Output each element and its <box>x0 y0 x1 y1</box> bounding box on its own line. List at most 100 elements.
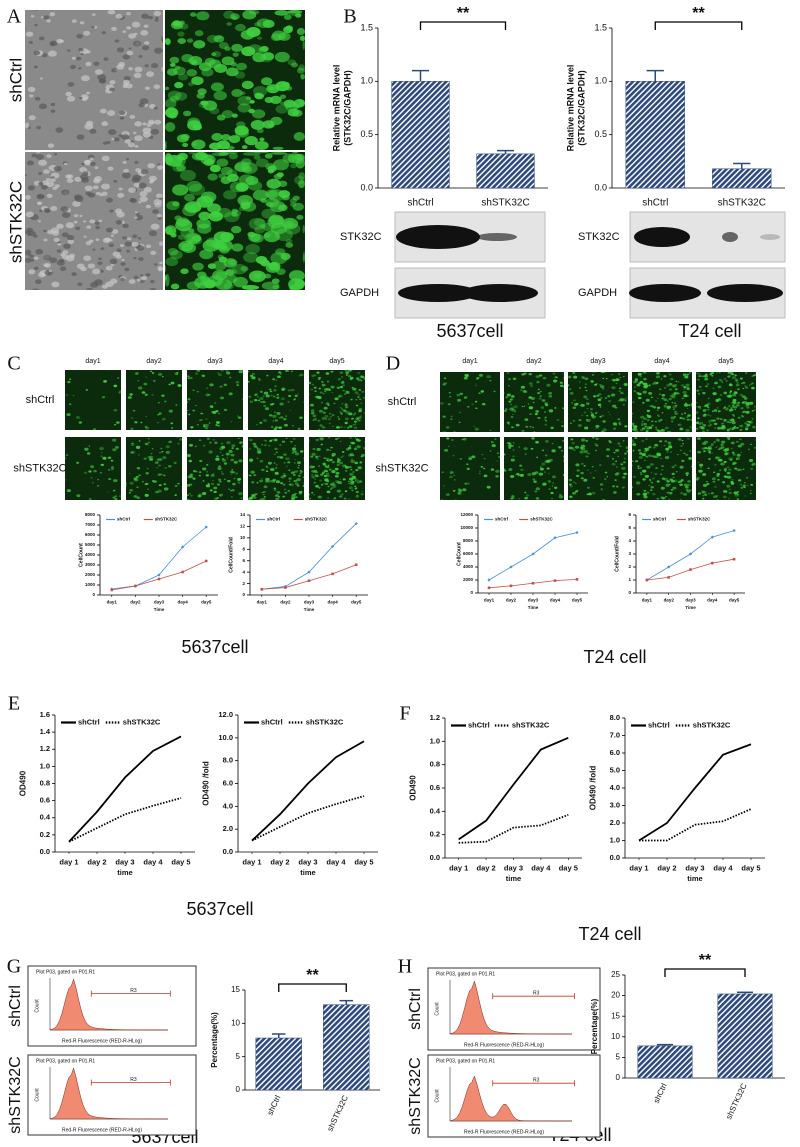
cell <box>350 460 354 463</box>
cell <box>208 450 212 453</box>
cell <box>200 282 206 286</box>
cell <box>86 389 88 391</box>
x-tick-label: shCtrl <box>642 198 668 209</box>
y-tick-label: 0 <box>92 592 95 597</box>
cell <box>322 417 326 420</box>
cell <box>291 63 298 68</box>
cell <box>119 495 121 497</box>
cell <box>685 384 689 387</box>
cell <box>138 257 143 261</box>
cell <box>687 408 689 409</box>
cell <box>687 438 690 440</box>
y-tick-label: 2 <box>242 581 245 586</box>
cell <box>81 178 89 183</box>
cell <box>733 415 735 416</box>
y-tick-label: 0 <box>242 592 245 597</box>
cell <box>289 481 291 482</box>
cell <box>349 445 352 447</box>
cell <box>335 475 339 478</box>
x-tick-label: day5 <box>572 598 583 603</box>
y-tick-label: 0.0 <box>610 853 620 862</box>
cell <box>319 388 321 390</box>
cell <box>627 450 628 453</box>
cell <box>36 126 41 129</box>
cell <box>162 456 166 459</box>
cell <box>129 115 135 119</box>
y-tick-label: 7000 <box>85 522 96 527</box>
cell <box>684 413 686 414</box>
cell <box>239 370 243 373</box>
cell <box>719 470 721 471</box>
x-tick-label: day 4 <box>531 863 551 872</box>
cell <box>655 428 657 429</box>
cell <box>101 247 105 250</box>
cell <box>634 428 636 430</box>
cell <box>714 427 716 429</box>
cell <box>723 407 725 408</box>
cell <box>145 64 149 67</box>
cell <box>325 418 327 419</box>
day-label: day1 <box>462 358 477 365</box>
cell <box>113 479 117 482</box>
cell <box>250 100 255 104</box>
cell <box>647 492 650 494</box>
cell <box>157 214 162 217</box>
cell <box>718 457 720 459</box>
cell <box>541 406 545 408</box>
cell <box>703 484 707 487</box>
cell <box>738 479 741 481</box>
cell <box>139 196 147 202</box>
cell <box>345 391 349 394</box>
cell <box>238 459 242 462</box>
cell <box>683 373 686 375</box>
cell <box>192 142 198 146</box>
cell <box>508 378 511 380</box>
cell <box>129 482 133 485</box>
blot-band <box>629 284 701 302</box>
cell <box>723 496 727 499</box>
cell <box>324 464 327 466</box>
cell <box>75 226 80 230</box>
cell <box>632 423 634 426</box>
micrograph <box>632 437 692 500</box>
cell <box>651 421 653 423</box>
cell <box>60 267 67 272</box>
cell <box>299 100 305 107</box>
cell <box>66 454 69 456</box>
cell <box>752 426 756 429</box>
cell <box>563 474 564 476</box>
y-tick-label: 0.0 <box>430 853 440 862</box>
cell <box>297 471 299 472</box>
cell <box>622 393 624 395</box>
cell <box>43 169 50 174</box>
cell <box>154 84 161 89</box>
cell <box>311 476 314 478</box>
cell <box>135 211 138 213</box>
cell <box>712 392 716 395</box>
cell <box>84 472 87 474</box>
y-tick-label: 4 <box>628 538 631 543</box>
cell <box>731 479 734 481</box>
cell <box>224 384 227 386</box>
cell <box>319 480 322 482</box>
cell <box>707 409 709 411</box>
cell <box>288 389 291 391</box>
cell <box>512 414 514 415</box>
cell <box>735 427 737 428</box>
cell <box>92 269 100 275</box>
y-tick-label: 1.2 <box>40 744 50 753</box>
cell <box>720 463 722 464</box>
cell <box>573 399 576 401</box>
cell <box>608 440 610 442</box>
x-tick-label: day4 <box>707 598 718 603</box>
cell <box>623 376 625 377</box>
cell <box>619 445 622 447</box>
cell <box>666 384 670 387</box>
cell <box>285 101 299 111</box>
cell <box>590 380 593 382</box>
marker <box>532 582 535 585</box>
cell <box>77 134 85 139</box>
cell <box>579 381 581 382</box>
cell <box>707 414 710 416</box>
marker <box>308 579 311 582</box>
